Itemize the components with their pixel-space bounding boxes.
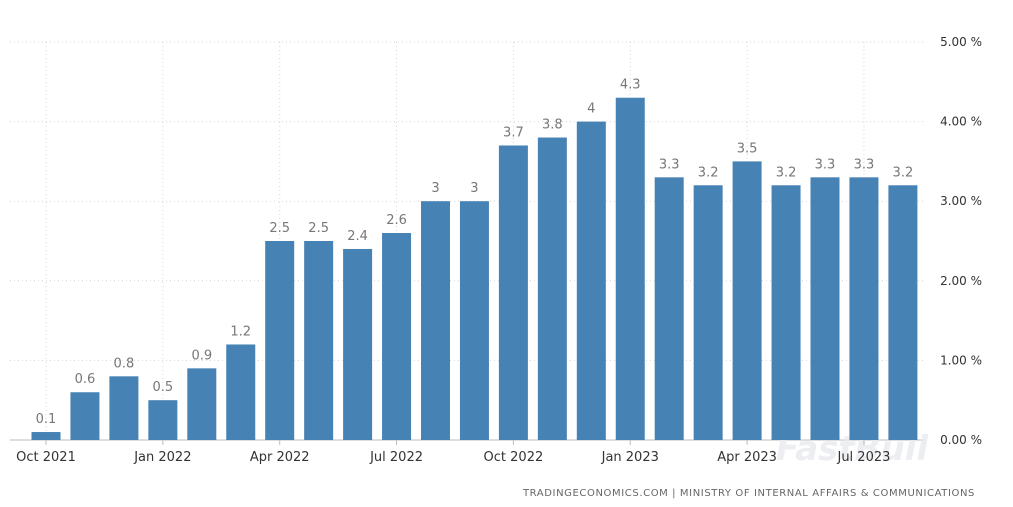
data-label: 2.4 — [347, 229, 368, 244]
x-tick-label: Jul 2022 — [369, 450, 423, 465]
bar — [498, 145, 528, 441]
y-axis: 0.00 % 1.00 % 2.00 % 3.00 % 4.00 % 5.00 % — [940, 35, 982, 447]
data-label: 1.2 — [230, 324, 251, 339]
data-label: 0.5 — [153, 380, 174, 395]
data-label: 4.3 — [620, 78, 641, 93]
y-tick-label: 5.00 % — [940, 35, 982, 49]
data-label: 3 — [431, 181, 439, 196]
data-label: 2.5 — [308, 221, 329, 236]
x-tick-label: Apr 2023 — [717, 450, 777, 465]
bar — [70, 392, 100, 440]
bar — [31, 432, 61, 440]
bar — [615, 97, 645, 440]
y-tick-label: 0.00 % — [940, 433, 982, 447]
data-label: 3 — [470, 181, 478, 196]
data-label: 3.2 — [776, 165, 797, 180]
data-label: 2.5 — [269, 221, 290, 236]
source-credit: TRADINGECONOMICS.COM | MINISTRY OF INTER… — [522, 488, 975, 499]
bar — [459, 201, 489, 440]
data-label: 3.3 — [659, 157, 680, 172]
x-tick-label: Jan 2022 — [133, 450, 191, 465]
bar — [187, 368, 217, 440]
y-tick-label: 1.00 % — [940, 353, 982, 367]
bar — [148, 400, 178, 440]
data-labels-layer: 0.1 0.6 0.8 0.5 0.9 1.2 2.5 2.5 2.4 2.6 3 3 3.7 3.8 4 4… — [36, 78, 914, 427]
y-tick-label: 2.00 % — [940, 274, 982, 288]
bar — [343, 248, 373, 440]
x-tick-label: Jan 2023 — [601, 450, 659, 465]
x-tick-label: Jul 2023 — [836, 450, 890, 465]
x-tick-label: Apr 2022 — [250, 450, 310, 465]
data-label: 3.3 — [854, 157, 875, 172]
bar — [732, 161, 762, 440]
bar — [654, 177, 684, 440]
bar — [576, 121, 606, 440]
data-label: 2.6 — [386, 213, 407, 228]
bar — [226, 344, 256, 440]
bar — [109, 376, 139, 440]
x-axis: Oct 2021 Jan 2022 Apr 2022 Jul 2022 Oct 2022… — [16, 440, 890, 465]
bar — [265, 241, 295, 440]
data-label: 0.6 — [75, 372, 96, 387]
data-label: 0.8 — [114, 356, 135, 371]
bar — [693, 185, 723, 440]
data-label: 3.3 — [815, 157, 836, 172]
data-label: 3.2 — [698, 165, 719, 180]
y-tick-label: 3.00 % — [940, 194, 982, 208]
bars-layer — [31, 97, 918, 441]
bar — [771, 185, 801, 440]
bar — [537, 137, 567, 440]
data-label: 4 — [587, 102, 595, 117]
data-label: 0.9 — [191, 348, 212, 363]
data-label: 0.1 — [36, 412, 57, 427]
bar — [888, 185, 918, 440]
data-label: 3.5 — [737, 141, 758, 156]
bar — [382, 233, 412, 440]
y-tick-label: 4.00 % — [940, 115, 982, 129]
bar — [849, 177, 879, 440]
x-tick-label: Oct 2021 — [16, 450, 76, 465]
data-label: 3.8 — [542, 118, 563, 133]
data-label: 3.2 — [893, 165, 914, 180]
data-label: 3.7 — [503, 125, 524, 140]
bar — [304, 241, 334, 440]
x-tick-label: Oct 2022 — [484, 450, 544, 465]
bar — [421, 201, 450, 440]
bar — [810, 177, 840, 440]
